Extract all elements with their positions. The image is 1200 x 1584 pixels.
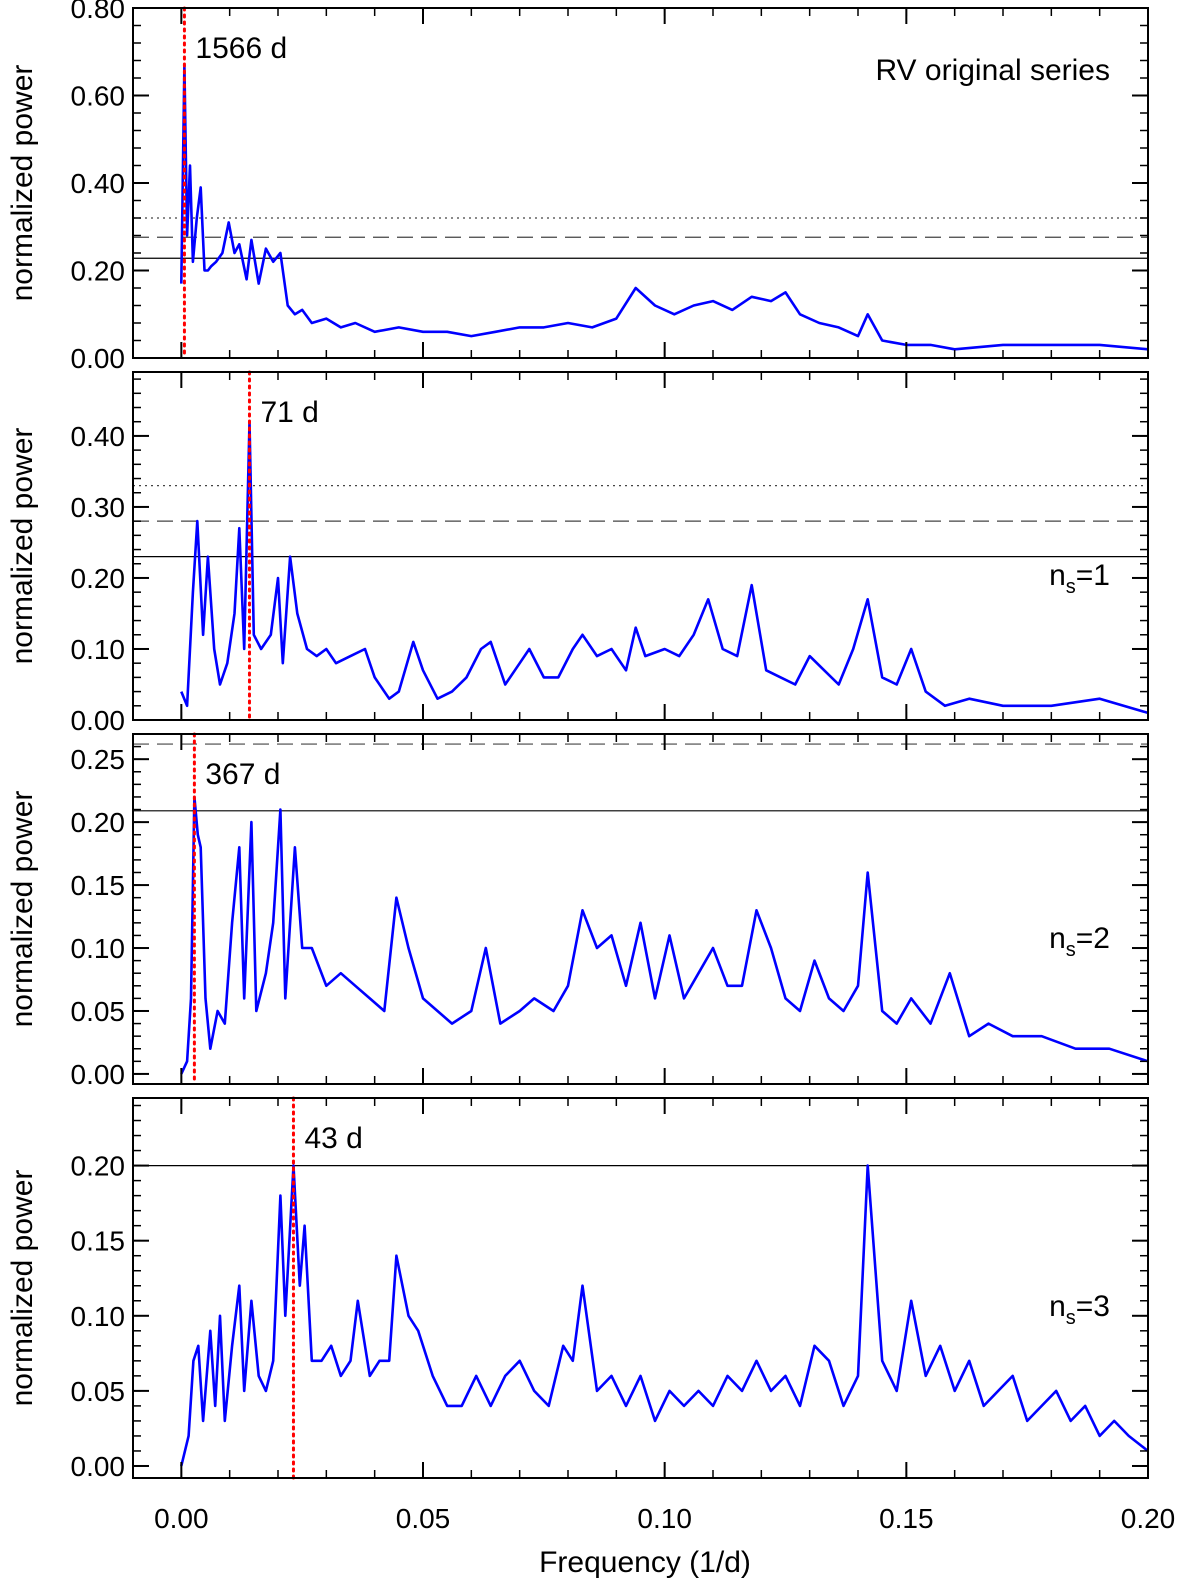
- peak-label: 1566 d: [195, 32, 287, 65]
- y-tick-label: 0.15: [71, 870, 126, 901]
- power-series-line: [180, 420, 1149, 715]
- y-axis-label: normalized power: [6, 428, 39, 665]
- panel-label: ns=2: [1049, 922, 1110, 961]
- panel-4: 43 d 0.00 0.05 0.10 0.15 0.20 normalized power…: [6, 1096, 1149, 1482]
- y-tick-label: 0.20: [71, 807, 126, 838]
- y-tick-label: 0.20: [71, 1151, 126, 1182]
- panel-label: RV original series: [875, 54, 1110, 87]
- x-tick-label: 0.00: [154, 1503, 209, 1534]
- y-axis-label: normalized power: [6, 65, 39, 302]
- y-tick-label: 0.00: [71, 705, 126, 736]
- y-tick-label: 0.40: [71, 421, 126, 452]
- x-tick-label: 0.15: [879, 1503, 934, 1534]
- panel-label: ns=1: [1049, 559, 1110, 598]
- y-tick-label: 0.25: [71, 744, 126, 775]
- peak-label: 367 d: [205, 758, 280, 791]
- power-series-line: [180, 795, 1149, 1075]
- y-tick-label: 0.10: [71, 1301, 126, 1332]
- panel-label: ns=3: [1049, 1290, 1110, 1329]
- y-tick-label: 0.30: [71, 492, 126, 523]
- y-tick-label: 0.10: [71, 933, 126, 964]
- y-tick-label: 0.15: [71, 1226, 126, 1257]
- plot-frame: [132, 1097, 1149, 1479]
- x-axis-label: Frequency (1/d): [539, 1546, 751, 1579]
- plot-frame: [132, 733, 1149, 1085]
- x-tick-label: 0.05: [396, 1503, 451, 1534]
- power-series-line: [180, 63, 1149, 351]
- y-tick-label: 0.05: [71, 996, 126, 1027]
- power-series-line: [180, 1164, 1149, 1467]
- y-tick-label: 0.00: [71, 1059, 126, 1090]
- y-tick-label: 0.20: [71, 563, 126, 594]
- peak-label: 43 d: [304, 1122, 362, 1155]
- y-axis-label: normalized power: [6, 791, 39, 1028]
- y-tick-label: 0.20: [71, 256, 126, 287]
- y-tick-label: 0.60: [71, 81, 126, 112]
- peak-label: 71 d: [260, 396, 318, 429]
- y-tick-label: 0.00: [71, 1451, 126, 1482]
- panel-2: 71 d 0.00 0.10 0.20 0.30 0.40 normalized power…: [6, 370, 1149, 736]
- plot-frame: [132, 371, 1149, 721]
- panel-1: 1566 d 0.00 0.20 0.40 0.60 0.80 normalized pow…: [6, 0, 1149, 374]
- y-tick-label: 0.10: [71, 634, 126, 665]
- y-tick-label: 0.40: [71, 168, 126, 199]
- panel-3: 367 d 0.00 0.05 0.10 0.15 0.20 0.25 normalized …: [6, 732, 1149, 1090]
- y-axis-label: normalized power: [6, 1170, 39, 1407]
- y-tick-label: 0.05: [71, 1376, 126, 1407]
- y-tick-label: 0.00: [71, 343, 126, 374]
- x-tick-label: 0.20: [1121, 1503, 1176, 1534]
- y-tick-label: 0.80: [71, 0, 126, 24]
- x-tick-label: 0.10: [637, 1503, 692, 1534]
